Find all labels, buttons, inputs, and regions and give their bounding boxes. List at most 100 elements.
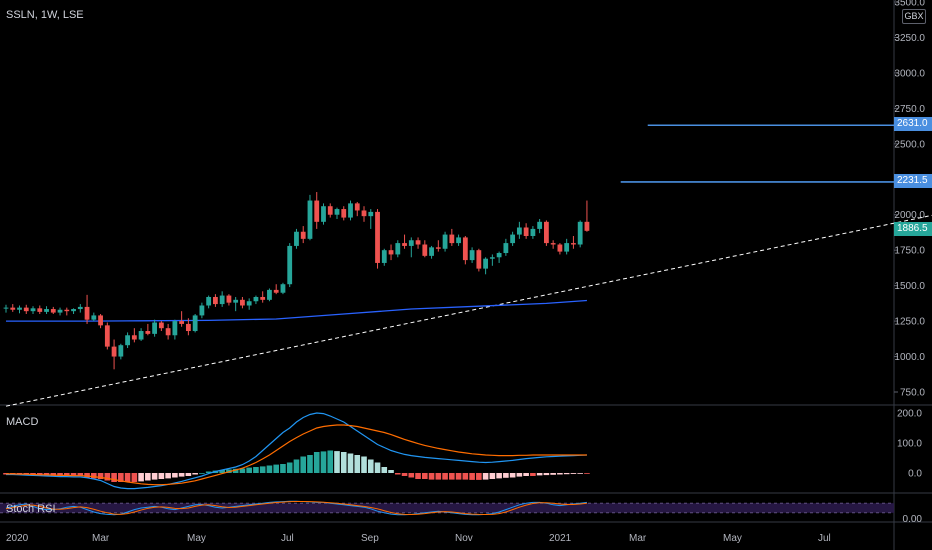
macd-histogram-bar [476, 473, 482, 480]
candle-body [327, 206, 333, 215]
macd-histogram-bar [530, 473, 536, 476]
candle-body [172, 321, 178, 336]
macd-histogram-bar [70, 473, 77, 476]
macd-line [6, 412, 587, 490]
macd-histogram-bar [489, 473, 496, 479]
candle-body [273, 289, 279, 293]
macd-histogram-bar [273, 464, 279, 473]
candle-body [158, 322, 164, 329]
macd-histogram-bar [509, 473, 516, 478]
macd-histogram-bar [111, 473, 117, 482]
candle-body [503, 243, 509, 254]
y-axis-tick-label: 3250.0 [894, 33, 925, 44]
macd-histogram-bar [455, 473, 462, 480]
candle-body [253, 296, 259, 302]
candle-body [185, 323, 191, 332]
macd-histogram-bar [97, 473, 104, 479]
candle-body [469, 250, 475, 261]
macd-histogram-bar [232, 468, 239, 473]
macd-histogram-bar [469, 473, 475, 480]
candle-body [192, 315, 198, 332]
macd-histogram-bar [557, 473, 563, 475]
y-axis-tick-label: 1500.0 [894, 281, 925, 292]
candle-body [422, 244, 428, 256]
candle-body [557, 244, 563, 252]
macd-histogram-bar [192, 473, 198, 475]
y-axis-tick-label: 3500.0 [894, 0, 925, 9]
candle-body [17, 307, 22, 310]
candle-body [104, 325, 110, 347]
macd-histogram-bar [307, 455, 313, 473]
candle-body [165, 328, 171, 336]
candle-body [226, 295, 232, 303]
candle-body [321, 206, 326, 222]
x-axis-tick-label: Jul [818, 533, 831, 544]
candle-body [354, 203, 360, 211]
last-price-tag: 1886.5 [894, 222, 932, 236]
macd-histogram-bar [63, 473, 70, 476]
candle-body [44, 309, 49, 312]
macd-histogram-bar [347, 453, 354, 473]
candle-body [402, 243, 407, 246]
candle-body [118, 345, 124, 357]
dashed-trendline [5, 214, 932, 407]
currency-badge[interactable]: GBX [902, 9, 926, 24]
candle-body [138, 331, 144, 340]
candle-body [544, 221, 549, 244]
candle-body [152, 322, 158, 334]
macd-histogram-bar [205, 471, 212, 473]
macd-histogram-bar [84, 473, 90, 478]
macd-axis-tick-label: 200.0 [897, 409, 922, 420]
macd-histogram-bar [286, 462, 293, 473]
candle-body [267, 289, 272, 300]
candle-body [300, 231, 306, 239]
candle-body [577, 221, 583, 245]
y-axis-tick-label: 750.0 [900, 388, 925, 399]
macd-histogram-bar [151, 473, 158, 480]
macd-histogram-bar [570, 473, 577, 474]
level-2631-tag: 2631.0 [894, 117, 932, 131]
macd-histogram-bar [516, 473, 523, 477]
macd-histogram-bar [239, 468, 246, 473]
macd-histogram-bar [246, 467, 252, 473]
candle-body [361, 210, 367, 217]
candle-body [496, 253, 502, 258]
candle-body [71, 309, 76, 312]
candle-body [388, 250, 394, 255]
macd-histogram-bar [178, 473, 185, 477]
macd-pane-label: MACD [6, 416, 39, 428]
x-axis-tick-label: Nov [455, 533, 473, 544]
stoch-rsi-band [0, 503, 894, 513]
y-axis-tick-label: 1250.0 [894, 317, 925, 328]
y-axis-tick-label: 2500.0 [894, 139, 925, 150]
macd-histogram-bar [442, 473, 448, 480]
candle-body [334, 209, 340, 215]
macd-histogram-bar [577, 473, 583, 474]
candle-body [206, 296, 212, 306]
candle-body [429, 247, 434, 256]
macd-histogram-bar [334, 451, 340, 473]
candle-body [179, 321, 185, 324]
candle-body [381, 250, 387, 263]
macd-histogram-bar [408, 473, 415, 478]
candle-body [23, 307, 29, 312]
x-axis-tick-label: Sep [361, 533, 379, 544]
macd-histogram-bar [523, 473, 529, 476]
macd-histogram-bar [199, 473, 205, 474]
candle-body [408, 240, 414, 246]
macd-histogram-bar [435, 473, 442, 480]
macd-histogram-bar [367, 459, 374, 473]
candle-body [523, 227, 529, 236]
macd-histogram-bar [280, 464, 286, 473]
macd-histogram-bar [422, 473, 428, 479]
macd-histogram-bar [482, 473, 489, 480]
level-2231-tag: 2231.5 [894, 174, 932, 188]
macd-histogram-bar [428, 473, 435, 480]
candle-body [510, 234, 516, 244]
candle-body [240, 299, 245, 306]
macd-signal-line [6, 424, 587, 486]
x-axis-tick-label: Jul [281, 533, 294, 544]
macd-histogram-bar [253, 467, 259, 473]
macd-histogram-bar [91, 473, 97, 479]
